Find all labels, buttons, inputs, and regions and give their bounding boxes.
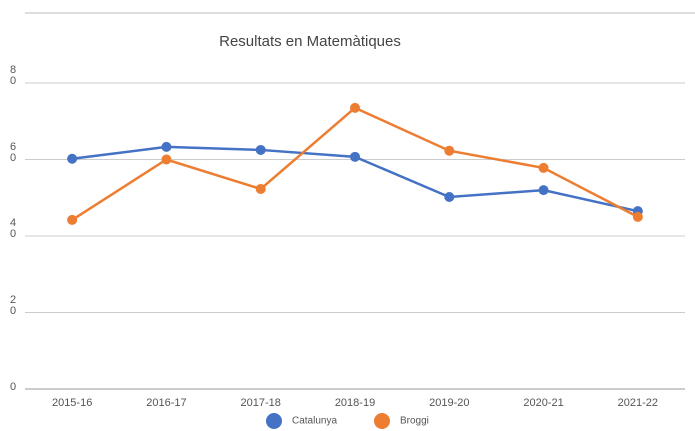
legend-swatch [374,413,390,429]
point [161,141,172,152]
point [67,214,78,225]
point [350,102,360,113]
y-tick-label: 60 [10,140,17,164]
y-tick-label: 0 [10,381,17,393]
y-tick-label: 80 [10,64,17,87]
point [255,183,266,194]
legend-swatch [266,413,282,429]
point [538,185,549,196]
point [632,211,643,222]
point [444,145,455,156]
point [161,154,172,165]
x-tick-label: 2018-19 [335,397,375,409]
legend-label: Broggi [400,416,429,427]
point [350,151,360,162]
x-tick-label: 2015-16 [52,397,92,409]
series-line [71,106,639,221]
point [255,144,266,155]
x-tick-label: 2017-18 [241,397,281,409]
y-tick-label: 20 [10,293,17,317]
x-tick-label: 2019-20 [429,397,469,409]
chart-title: Resultats en Matemàtiques [219,33,401,50]
point [538,162,549,173]
x-tick-label: 2016-17 [146,397,186,409]
point [67,153,78,164]
x-tick-label: 2020-21 [523,397,563,409]
x-tick-label: 2021-22 [618,397,658,409]
y-tick-label: 40 [10,217,17,240]
legend-label: Catalunya [292,416,337,427]
point [444,191,455,202]
